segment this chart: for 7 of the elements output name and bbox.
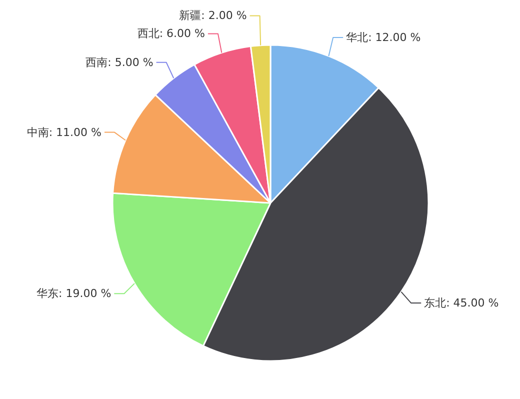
slice-label: 新疆: 2.00 % bbox=[179, 9, 247, 22]
slice-label: 西南: 5.00 % bbox=[86, 56, 154, 69]
slice-label: 华北: 12.00 % bbox=[346, 31, 421, 44]
slice-label: 东北: 45.00 % bbox=[424, 296, 499, 310]
slice-label: 西北: 6.00 % bbox=[137, 27, 205, 40]
slice-label: 中南: 11.00 % bbox=[26, 126, 102, 139]
slice-label: 华东: 19.00 % bbox=[36, 287, 112, 300]
